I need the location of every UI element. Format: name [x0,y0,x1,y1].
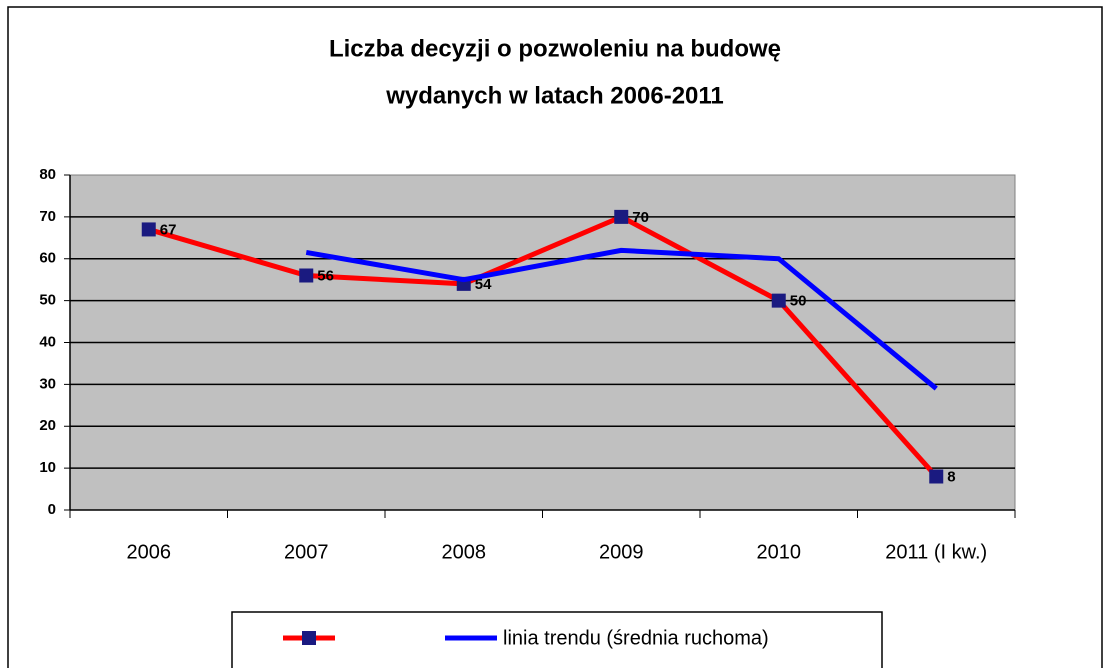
marker [299,268,314,283]
y-tick-label: 0 [48,501,56,518]
x-tick-label: 2007 [284,541,329,563]
series-line [305,247,938,391]
data-label: 8 [947,468,955,485]
y-tick-label: 40 [39,333,56,350]
y-tick-label: 10 [39,459,56,476]
legend-box [231,611,883,668]
data-label: 67 [160,221,177,238]
data-label: 56 [317,267,334,284]
y-tick-label: 80 [39,166,56,183]
x-tick-label: 2011 (I kw.) [885,541,987,563]
x-tick-label: 2009 [599,541,644,563]
legend-label: linia trendu (średnia ruchoma) [503,627,769,649]
x-tick-label: 2010 [757,541,802,563]
data-label: 54 [475,276,492,293]
marker [141,222,156,237]
x-tick-label: 2008 [442,541,487,563]
y-tick-label: 50 [39,292,56,309]
x-tick-label: 2006 [127,541,172,563]
marker [771,293,786,308]
y-tick-label: 60 [39,250,56,267]
y-tick-label: 20 [39,417,56,434]
data-label: 70 [632,209,649,226]
chart-title: Liczba decyzji o pozwoleniu na budowę [329,35,781,62]
chart-title: wydanych w latach 2006-2011 [385,82,724,109]
marker [614,209,629,224]
legend-marker [302,631,316,645]
data-label: 50 [790,293,807,310]
series-line [148,214,939,479]
y-tick-label: 30 [39,375,56,392]
y-tick-label: 70 [39,208,56,225]
marker [929,469,944,484]
